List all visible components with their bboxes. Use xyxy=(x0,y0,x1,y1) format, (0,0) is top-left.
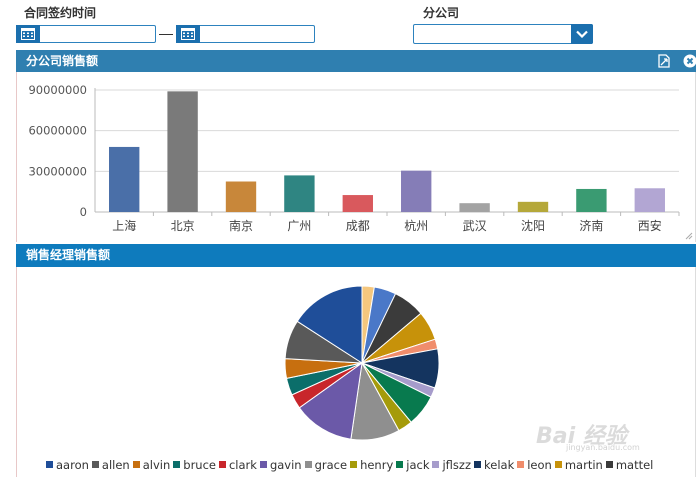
bar-沈阳[interactable] xyxy=(517,201,549,212)
bar-南京[interactable] xyxy=(225,181,257,213)
legend-item-martin[interactable]: martin xyxy=(554,458,603,472)
legend-item-bruce[interactable]: bruce xyxy=(173,458,216,472)
legend-label: kelak xyxy=(484,458,515,472)
legend-item-allen[interactable]: allen xyxy=(91,458,130,472)
legend-label: alvin xyxy=(142,458,171,472)
bar-济南[interactable] xyxy=(576,188,607,212)
branch-select[interactable] xyxy=(413,24,593,44)
branch-label: 分公司 xyxy=(423,6,460,20)
branch-sales-panel: 0 30000000 60000000 90000000 上海 北京 南京 广州 成都 杭州 武汉 沈… xyxy=(16,72,696,242)
x-tick-label: 西安 xyxy=(638,218,662,233)
x-tick-label: 杭州 xyxy=(404,218,428,233)
y-tick-label: 30000000 xyxy=(28,164,87,178)
x-tick-label: 成都 xyxy=(346,219,370,233)
legend-label: jack xyxy=(406,458,430,472)
legend-item-grace[interactable]: grace xyxy=(304,458,348,472)
legend-label: henry xyxy=(360,458,394,472)
bar-西安[interactable] xyxy=(634,188,665,212)
legend-label: gavin xyxy=(269,458,302,472)
legend-item-alvin[interactable]: alvin xyxy=(132,458,171,472)
x-tick-label: 济南 xyxy=(579,218,603,233)
x-tick-label: 广州 xyxy=(287,219,311,233)
legend-label: aaron xyxy=(56,458,89,472)
bar-成都[interactable] xyxy=(342,195,373,212)
watermark-sub: jingyan.baidu.com xyxy=(566,443,640,452)
pie-slice[interactable] xyxy=(296,285,363,364)
legend-item-jack[interactable]: jack xyxy=(396,458,429,472)
x-tick-label: 武汉 xyxy=(463,219,487,233)
branch-sales-title: 分公司销售额 xyxy=(26,54,99,68)
legend-label: allen xyxy=(101,458,130,472)
legend-swatch xyxy=(46,461,53,468)
x-tick-label: 上海 xyxy=(112,218,136,233)
legend-label: bruce xyxy=(183,458,216,472)
legend-label: martin xyxy=(564,458,603,472)
manager-sales-header: 销售经理销售额 xyxy=(16,244,696,267)
legend-swatch xyxy=(304,461,312,468)
legend-swatch xyxy=(605,461,613,468)
branch-sales-chart: 0 30000000 60000000 90000000 上海 北京 南京 广州 成都 杭州 武汉 沈… xyxy=(28,83,680,233)
manager-sales-chart xyxy=(284,285,440,441)
bar-武汉[interactable] xyxy=(459,203,490,212)
bar-广州[interactable] xyxy=(284,175,315,212)
pie-slice[interactable] xyxy=(298,361,363,440)
branch-sales-header: 分公司销售额 xyxy=(16,50,696,72)
legend-swatch xyxy=(132,461,140,468)
legend-item-kelak[interactable]: kelak xyxy=(474,458,514,472)
legend-item-clark[interactable]: clark xyxy=(218,458,257,472)
date-from-input[interactable] xyxy=(16,25,156,43)
legend-swatch xyxy=(218,461,226,468)
legend-swatch xyxy=(474,461,481,468)
date-to-input[interactable] xyxy=(176,25,315,43)
calendar-icon[interactable] xyxy=(176,25,200,43)
legend-item-henry[interactable]: henry xyxy=(350,458,393,472)
y-tick-label: 90000000 xyxy=(28,83,87,97)
legend-swatch xyxy=(350,461,358,468)
legend-swatch xyxy=(517,461,525,468)
x-tick-label: 北京 xyxy=(171,219,195,233)
export-icon[interactable] xyxy=(656,53,672,69)
legend-swatch xyxy=(91,461,99,468)
x-tick-label: 南京 xyxy=(229,218,253,233)
y-tick-label: 0 xyxy=(80,205,87,219)
legend-swatch xyxy=(173,461,181,468)
calendar-icon[interactable] xyxy=(16,25,40,43)
manager-sales-title: 销售经理销售额 xyxy=(26,248,111,262)
chevron-down-icon[interactable] xyxy=(571,24,593,44)
legend-item-mattel[interactable]: mattel xyxy=(605,458,654,472)
pie-legend: aaron allen alvin bruce clark gavin grace henry… xyxy=(46,458,656,472)
bar-上海[interactable] xyxy=(109,146,140,212)
close-icon[interactable] xyxy=(682,53,696,69)
watermark: Bai 经验 xyxy=(536,424,627,449)
legend-swatch xyxy=(554,461,562,468)
legend-item-leon[interactable]: leon xyxy=(517,458,552,472)
legend-item-gavin[interactable]: gavin xyxy=(259,458,302,472)
y-tick-label: 60000000 xyxy=(28,124,87,138)
legend-label: jflszz xyxy=(442,458,471,472)
legend-swatch xyxy=(396,461,404,468)
legend-item-jflszz[interactable]: jflszz xyxy=(432,458,471,472)
date-range-dash xyxy=(159,34,173,35)
manager-sales-panel xyxy=(16,267,696,477)
legend-label: mattel xyxy=(615,458,654,472)
legend-swatch xyxy=(259,461,267,468)
resize-grip-icon[interactable] xyxy=(685,232,693,240)
x-tick-label: 沈阳 xyxy=(521,218,545,233)
bar-北京[interactable] xyxy=(167,91,198,212)
contract-date-label: 合同签约时间 xyxy=(24,6,97,20)
legend-label: leon xyxy=(527,458,552,472)
legend-item-aaron[interactable]: aaron xyxy=(46,458,89,472)
bar-杭州[interactable] xyxy=(401,170,432,212)
legend-swatch xyxy=(432,461,440,468)
legend-label: clark xyxy=(228,458,257,472)
legend-label: grace xyxy=(314,458,348,472)
